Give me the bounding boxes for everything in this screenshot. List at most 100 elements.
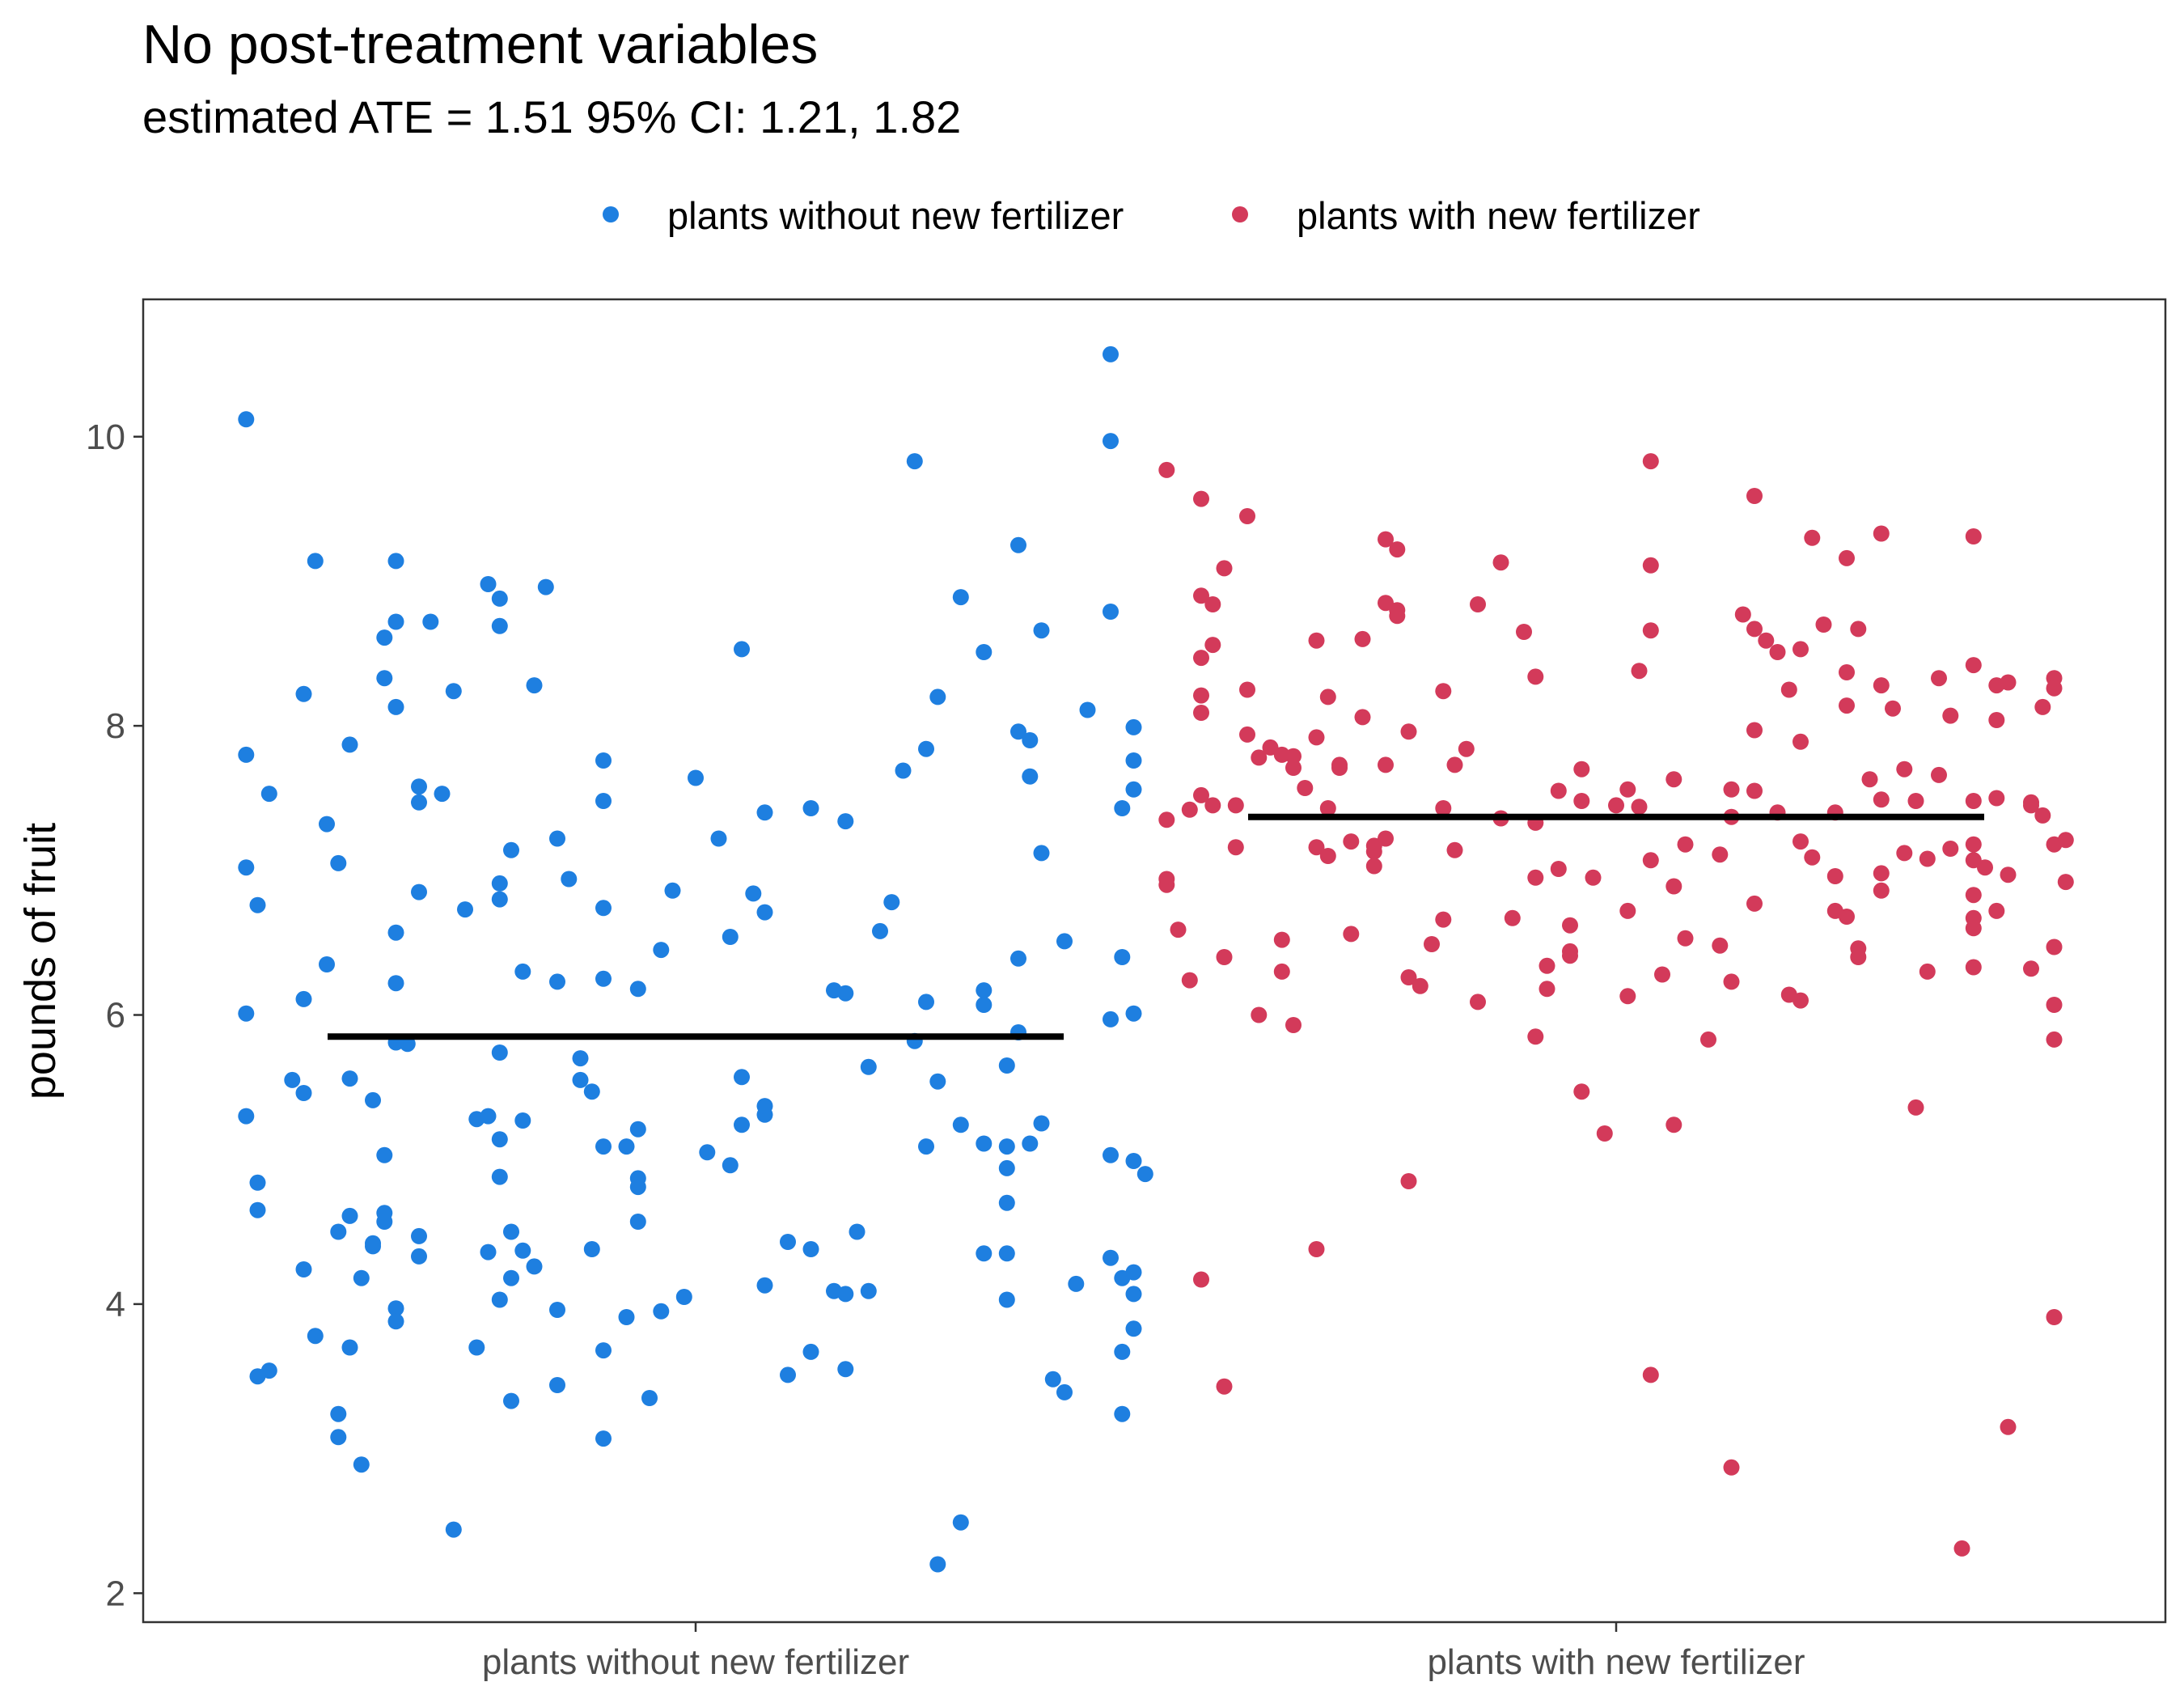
data-point [722, 1157, 739, 1174]
data-point [1839, 664, 1855, 680]
data-point [1527, 869, 1544, 886]
data-point [1262, 739, 1279, 756]
data-point [549, 973, 565, 990]
data-point [1977, 859, 1993, 876]
data-point [837, 1361, 854, 1378]
data-point [1619, 902, 1636, 919]
data-point [1907, 1099, 1924, 1116]
data-point [1873, 882, 1890, 899]
data-point [1850, 949, 1867, 965]
data-point [2034, 698, 2051, 715]
data-point [1319, 848, 1336, 864]
data-point [549, 1377, 565, 1393]
data-point [1044, 1371, 1061, 1388]
legend-marker-with-fertilizer [1232, 206, 1248, 222]
data-point [2046, 938, 2063, 955]
data-point [1378, 756, 1394, 773]
data-point [929, 1556, 946, 1573]
data-point [618, 1138, 635, 1155]
data-point [849, 1223, 866, 1240]
data-point [1193, 687, 1209, 704]
data-point [457, 901, 473, 918]
data-point [1435, 683, 1452, 700]
data-point [1033, 622, 1050, 639]
data-point [445, 1521, 462, 1538]
data-point [1068, 1275, 1085, 1292]
data-point [1965, 887, 1982, 904]
data-point [1700, 1031, 1716, 1048]
data-point [1125, 781, 1142, 798]
data-point [1033, 845, 1050, 862]
data-point [422, 613, 439, 630]
data-point [1769, 644, 1786, 660]
data-point [249, 896, 266, 913]
data-point [1103, 1146, 1119, 1163]
data-point [1193, 786, 1209, 803]
data-point [1746, 621, 1763, 638]
data-point [411, 794, 427, 811]
data-point [976, 1245, 993, 1262]
data-point [1677, 836, 1694, 853]
data-point [998, 1245, 1015, 1262]
data-point [1504, 909, 1521, 926]
data-point [1965, 920, 1982, 937]
data-point [295, 685, 312, 702]
data-point [1193, 587, 1209, 604]
data-point [629, 981, 646, 998]
data-point [480, 576, 497, 592]
data-point [1125, 718, 1142, 735]
data-point [2057, 832, 2074, 849]
data-point [1965, 836, 1982, 853]
data-point [1158, 461, 1175, 478]
data-point [1056, 933, 1073, 950]
data-point [1033, 1115, 1050, 1132]
data-point [1103, 433, 1119, 450]
data-point [1010, 723, 1026, 740]
data-point [284, 1071, 301, 1088]
data-point [664, 882, 681, 899]
data-point [595, 793, 612, 809]
data-point [1642, 453, 1659, 470]
data-point [1227, 839, 1244, 856]
data-point [1470, 994, 1486, 1011]
data-point [1804, 529, 1821, 546]
data-point [376, 1214, 393, 1230]
data-point [641, 1390, 658, 1406]
data-point [503, 1269, 519, 1286]
data-point [1573, 793, 1590, 809]
data-point [1826, 868, 1843, 884]
data-point [1723, 1459, 1740, 1476]
data-point [572, 1071, 589, 1088]
data-point [1389, 541, 1406, 558]
data-point [238, 1005, 255, 1022]
y-tick-label: 8 [106, 706, 125, 746]
data-point [1010, 536, 1026, 553]
data-point [1319, 688, 1336, 705]
data-point [330, 1429, 347, 1446]
data-point [952, 1514, 969, 1531]
data-point [1308, 839, 1325, 856]
data-point [1666, 771, 1682, 788]
data-point [1712, 937, 1729, 954]
data-point [1193, 650, 1209, 667]
data-point [1273, 931, 1290, 948]
data-point [2046, 997, 2063, 1013]
data-point [1181, 972, 1198, 989]
data-point [1022, 1135, 1039, 1152]
data-point [756, 804, 773, 821]
data-point [1114, 949, 1131, 965]
data-point [1204, 797, 1221, 814]
data-point [1079, 701, 1096, 718]
data-point [411, 1248, 427, 1265]
data-point [2023, 797, 2039, 814]
data-point [376, 629, 393, 646]
data-point [1723, 973, 1740, 990]
data-point [491, 1131, 508, 1148]
data-point [1677, 930, 1694, 947]
data-point [1378, 830, 1394, 847]
data-point [387, 924, 404, 941]
data-point [734, 641, 750, 658]
data-point [319, 816, 335, 833]
data-point [929, 1073, 946, 1090]
